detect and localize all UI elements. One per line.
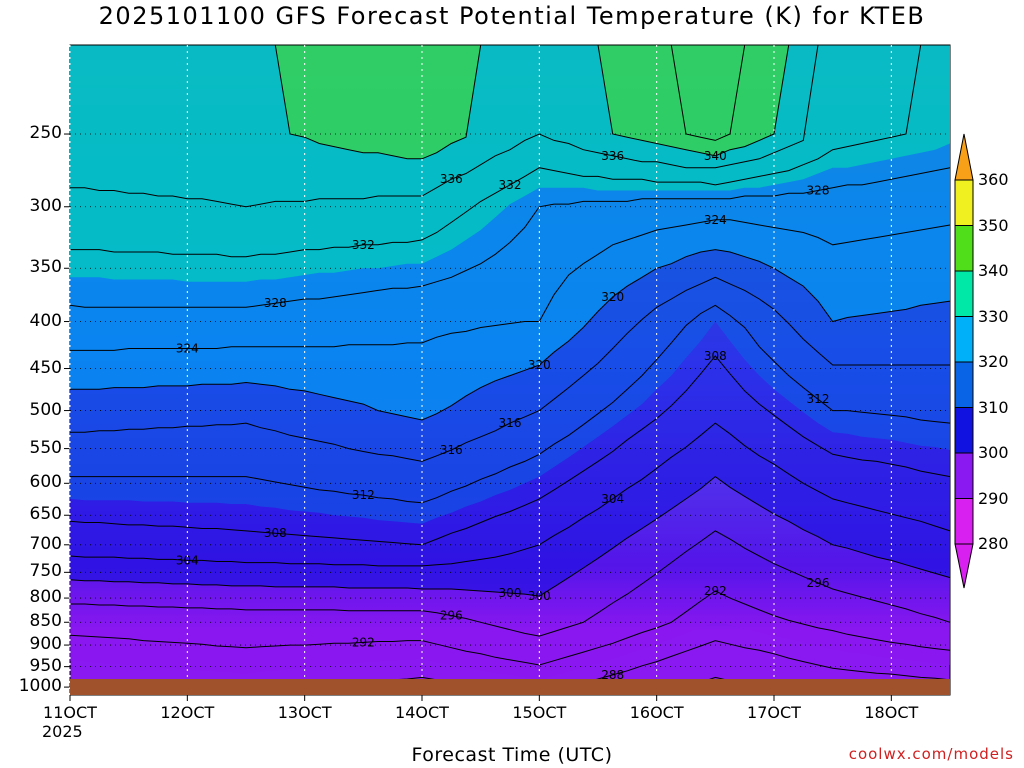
contour-label: 292	[352, 635, 375, 649]
contour-label: 324	[704, 213, 727, 227]
x-tick-label: 17OCT	[747, 703, 801, 722]
y-tick-label: 300	[29, 195, 62, 216]
colorbar-swatch	[954, 316, 974, 363]
y-tick-label: 1000	[18, 676, 62, 697]
contour-label: 316	[499, 416, 522, 430]
contour-label: 328	[807, 183, 830, 197]
contour-label: 296	[440, 609, 463, 623]
contour-label: 296	[807, 576, 830, 590]
contour-324	[70, 219, 951, 351]
colorbar-label: 320	[978, 352, 1009, 371]
contour-label: 300	[528, 589, 551, 603]
contour-label: 340	[704, 149, 727, 163]
x-tick-label: 13OCT	[277, 703, 332, 722]
contour-316	[70, 276, 950, 462]
colorbar-swatch	[954, 225, 974, 272]
colorbar-label: 310	[978, 397, 1009, 417]
ground-surface	[70, 679, 950, 695]
colorbar-swatch	[954, 543, 974, 589]
x-tick-label: 14OCT	[395, 703, 449, 722]
colorbar-swatch	[954, 133, 974, 181]
contour-label: 328	[264, 296, 287, 310]
contour-label: 336	[440, 172, 463, 186]
contour-label: 304	[176, 553, 199, 567]
contour-label: 320	[601, 290, 624, 304]
colorbar-swatch	[954, 179, 974, 226]
x-tick-label: 15OCT	[512, 703, 567, 722]
y-tick-label: 450	[29, 357, 62, 378]
x-axis-title: Forecast Time (UTC)	[411, 744, 613, 766]
x-tick-label: 18OCT	[864, 703, 919, 722]
contour-292	[69, 590, 951, 666]
colorbar-label: 290	[978, 488, 1009, 508]
contour-label: 300	[499, 586, 522, 600]
theta-band-340	[70, 45, 950, 159]
colorbar-swatch	[954, 270, 974, 317]
y-tick-label: 850	[29, 611, 62, 632]
contour-label: 332	[352, 238, 375, 252]
contour-296	[70, 530, 951, 637]
colorbar-label: 340	[978, 261, 1009, 280]
contour-label: 292	[704, 584, 727, 598]
colorbar-swatch	[954, 452, 974, 499]
contour-328	[69, 167, 951, 308]
y-tick-label: 750	[29, 561, 62, 582]
y-tick-label: 500	[29, 399, 62, 420]
contour-336	[70, 44, 950, 208]
y-tick-label: 950	[29, 655, 62, 676]
y-tick-label: 700	[29, 533, 62, 554]
contour-label: 288	[601, 668, 624, 682]
y-tick-label: 800	[29, 587, 62, 608]
contour-label: 332	[499, 178, 522, 192]
x-tick-label: 16OCT	[629, 703, 684, 722]
contour-label: 308	[264, 526, 287, 540]
contour-label: 312	[807, 392, 830, 406]
colorbar	[954, 133, 974, 589]
colorbar-label: 360	[978, 170, 1009, 189]
credit-link[interactable]: coolwx.com/models	[848, 745, 1014, 763]
colorbar-label: 350	[978, 215, 1009, 235]
contour-label: 304	[601, 492, 624, 506]
y-tick-label: 400	[29, 310, 62, 331]
contour-320	[70, 249, 951, 421]
colorbar-swatch	[954, 498, 974, 545]
colorbar-swatch	[954, 361, 974, 408]
contour-300	[69, 475, 951, 597]
colorbar-label: 300	[978, 443, 1009, 462]
colorbar-label: 330	[978, 306, 1009, 326]
contour-label: 336	[601, 149, 624, 163]
y-tick-label: 550	[29, 437, 62, 458]
contour-label: 324	[176, 342, 199, 356]
y-tick-label: 900	[29, 634, 62, 655]
contour-312	[70, 304, 951, 504]
x-tick-label: 12OCT	[160, 703, 215, 722]
colorbar-label: 280	[978, 534, 1009, 553]
contour-304	[69, 422, 951, 567]
y-tick-label: 250	[29, 123, 62, 144]
contour-label: 316	[440, 443, 463, 457]
colorbar-swatch	[954, 407, 974, 454]
x-axis-year: 2025	[42, 722, 83, 741]
contour-label: 312	[352, 488, 375, 502]
contour-308	[69, 355, 951, 546]
contour-332	[70, 44, 950, 258]
y-tick-label: 650	[29, 504, 62, 525]
contour-label: 308	[704, 349, 727, 363]
theta-band-layer	[70, 45, 950, 680]
y-tick-label: 600	[29, 472, 62, 493]
x-tick-label: 11OCT	[43, 703, 97, 722]
y-tick-label: 350	[29, 257, 62, 278]
chart-title: 2025101100 GFS Forecast Potential Temper…	[98, 2, 926, 30]
